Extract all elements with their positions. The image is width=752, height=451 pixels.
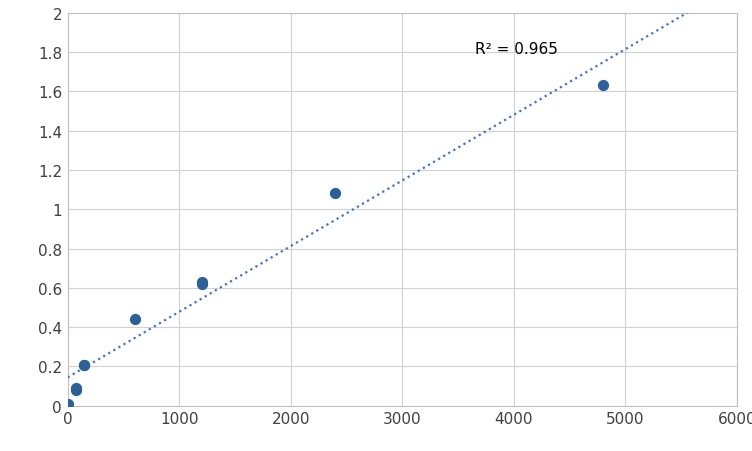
Point (129, 316, 141, 323)
Point (196, 281, 208, 288)
Point (597, 83, 609, 90)
Point (70, 387, 82, 394)
Point (62, 400, 74, 408)
Text: R² = 0.965: R² = 0.965 (475, 42, 558, 57)
Point (196, 279, 208, 286)
Point (329, 190, 341, 198)
Point (78, 361, 90, 368)
Point (70, 385, 82, 392)
Point (78, 361, 90, 368)
